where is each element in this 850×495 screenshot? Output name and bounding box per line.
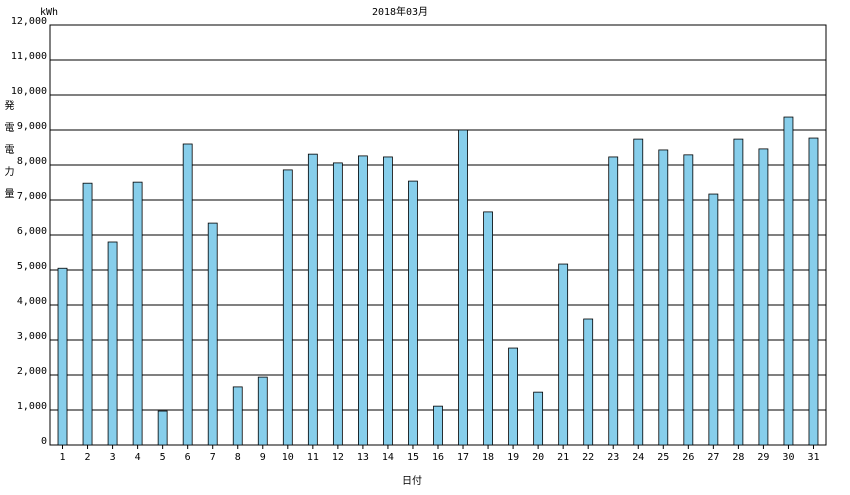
x-tick-label: 14: [382, 452, 394, 463]
bar: [508, 347, 518, 446]
bar: [232, 386, 243, 446]
x-tick-label: 5: [160, 452, 166, 463]
bar: [458, 129, 468, 446]
x-tick-label: 22: [582, 452, 594, 463]
y-tick-label: 10,000: [11, 86, 47, 97]
y-tick-label: 6,000: [17, 226, 47, 237]
y-tick-label: 9,000: [17, 121, 47, 132]
x-tick-label: 3: [110, 452, 116, 463]
x-tick-label: 12: [332, 452, 344, 463]
bar: [282, 169, 293, 446]
bar: [157, 410, 168, 446]
bar: [608, 156, 619, 446]
bar: [433, 405, 443, 446]
x-tick-label: 2: [85, 452, 91, 463]
x-tick-label: 19: [507, 452, 519, 463]
bar: [57, 267, 68, 446]
bar: [483, 211, 493, 446]
bar: [182, 143, 193, 446]
x-tick-label: 25: [657, 452, 669, 463]
y-tick-label: 12,000: [11, 16, 47, 27]
bar: [558, 263, 569, 446]
x-tick-label: 29: [757, 452, 769, 463]
x-tick-label: 28: [732, 452, 744, 463]
bar: [533, 391, 544, 446]
y-tick-label: 3,000: [17, 331, 47, 342]
bar: [383, 156, 393, 446]
y-tick-label: 8,000: [17, 156, 47, 167]
bar: [207, 222, 218, 446]
x-tick-label: 27: [707, 452, 719, 463]
x-tick-label: 8: [235, 452, 241, 463]
x-tick-label: 23: [607, 452, 619, 463]
bar: [708, 193, 719, 446]
x-tick-label: 13: [357, 452, 369, 463]
x-tick-label: 31: [807, 452, 819, 463]
x-tick-label: 10: [282, 452, 294, 463]
x-tick-label: 17: [457, 452, 469, 463]
bar: [683, 154, 694, 446]
bar: [408, 180, 418, 446]
y-tick-label: 7,000: [17, 191, 47, 202]
bar: [107, 241, 118, 446]
bar: [633, 138, 644, 446]
x-axis-label: 日付: [402, 474, 422, 487]
x-tick-label: 21: [557, 452, 569, 463]
x-tick-label: 6: [185, 452, 191, 463]
bar: [132, 181, 143, 446]
chart-title: 2018年03月: [372, 5, 428, 18]
bar: [658, 149, 669, 446]
bar: [733, 138, 744, 446]
bar: [758, 148, 769, 446]
x-tick-label: 20: [532, 452, 544, 463]
y-tick-label: 2,000: [17, 366, 47, 377]
x-tick-label: 15: [407, 452, 419, 463]
x-tick-label: 30: [782, 452, 794, 463]
bar: [332, 162, 343, 446]
y-tick-label: 0: [41, 436, 47, 447]
x-tick-label: 9: [260, 452, 266, 463]
x-tick-label: 4: [135, 452, 141, 463]
bar: [358, 155, 368, 446]
y-tick-label: 1,000: [17, 401, 47, 412]
bar: [82, 182, 93, 446]
x-tick-label: 1: [60, 452, 66, 463]
y-tick-label: 11,000: [11, 51, 47, 62]
y-axis-label: 発電電力量: [2, 99, 14, 210]
x-tick-label: 7: [210, 452, 216, 463]
x-tick-label: 18: [482, 452, 494, 463]
bar: [808, 137, 819, 446]
y-tick-label: 5,000: [17, 261, 47, 272]
bar: [583, 318, 594, 446]
x-tick-label: 11: [307, 452, 319, 463]
bar: [307, 153, 318, 446]
bar: [783, 116, 794, 446]
x-tick-label: 16: [432, 452, 444, 463]
x-tick-label: 24: [632, 452, 644, 463]
bar: [257, 376, 268, 446]
x-tick-label: 26: [682, 452, 694, 463]
unit-label: kWh: [40, 7, 58, 18]
y-tick-label: 4,000: [17, 296, 47, 307]
